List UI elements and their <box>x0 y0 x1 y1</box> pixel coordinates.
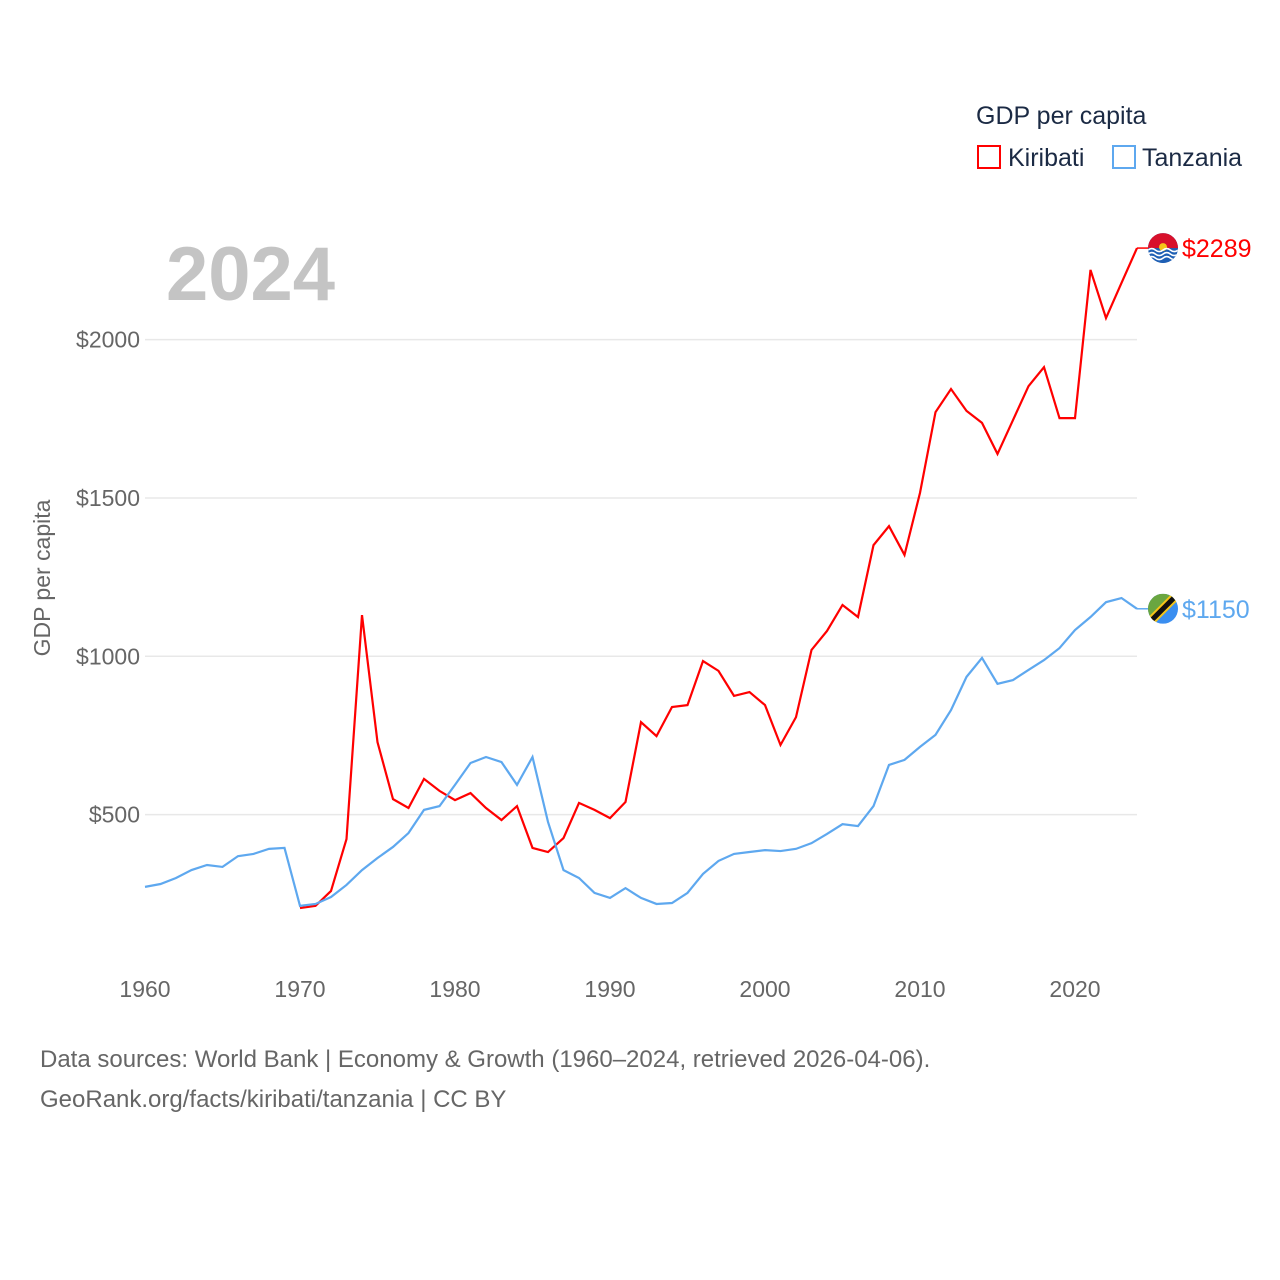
end-value-label-tanzania: $1150 <box>1182 596 1250 624</box>
y-tick-label: $500 <box>89 802 140 828</box>
legend-title: GDP per capita <box>976 102 1147 130</box>
legend-swatch-tanzania <box>1112 145 1136 169</box>
x-tick-label: 2010 <box>894 976 945 1002</box>
series-line-tanzania <box>144 596 1138 908</box>
legend-label-tanzania[interactable]: Tanzania <box>1142 144 1242 172</box>
end-value-label-kiribati: $2289 <box>1182 235 1252 263</box>
y-tick-label: $1000 <box>76 643 140 669</box>
x-tick-label: 1970 <box>274 976 325 1002</box>
kiribati-flag-icon <box>1148 233 1178 264</box>
legend-label-kiribati[interactable]: Kiribati <box>1008 144 1084 172</box>
legend-swatch-kiribati <box>977 145 1001 169</box>
footer-link[interactable]: GeoRank.org/facts/kiribati/tanzania | CC… <box>40 1086 507 1113</box>
x-tick-label: 1960 <box>119 976 170 1002</box>
x-tick-label: 1990 <box>584 976 635 1002</box>
legend: GDP per capita Kiribati Tanzania <box>976 102 1242 172</box>
year-label: 2024 <box>166 232 335 317</box>
x-tick-label: 2000 <box>739 976 790 1002</box>
y-tick-label: $2000 <box>76 327 140 353</box>
y-axis-label: GDP per capita <box>29 499 55 656</box>
y-tick-label: $1500 <box>76 485 140 511</box>
series-line-kiribati <box>299 247 1139 910</box>
x-tick-label: 2020 <box>1049 976 1100 1002</box>
footer-sources: Data sources: World Bank | Economy & Gro… <box>40 1046 931 1073</box>
x-tick-label: 1980 <box>429 976 480 1002</box>
tanzania-flag-icon <box>1148 593 1178 624</box>
